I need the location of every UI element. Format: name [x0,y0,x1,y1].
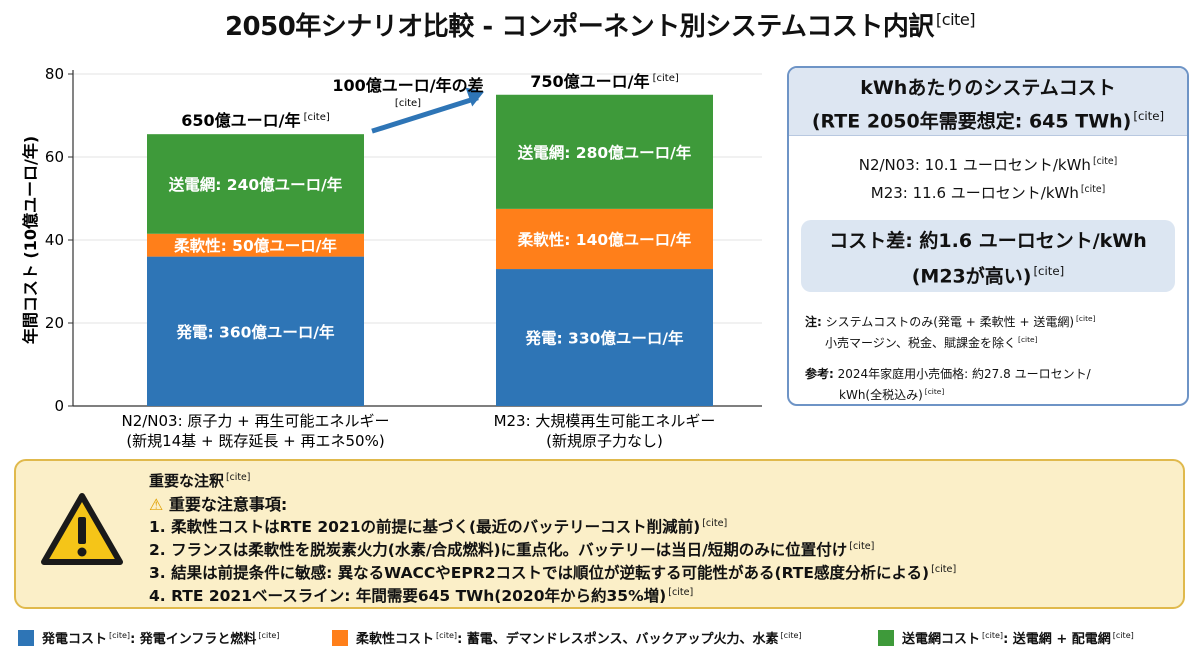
bar-data-label: 送電網: 280億ユーロ/年 [517,143,692,162]
bar-data-label: 送電網: 240億ユーロ/年 [168,175,343,194]
x-category-sublabel: (新規14基 + 既存延長 + 再エネ50%) [126,432,384,450]
cost-m23: M23: 11.6 ユーロセント/kWh [cite] [870,184,1106,202]
y-tick-label: 0 [54,397,64,415]
legend-swatch [18,630,34,646]
y-tick-label: 40 [45,231,64,249]
notes-subheading: ⚠ 重要な注意事項: [149,495,288,514]
y-axis-label: 年間コスト (10億ユーロ/年) [21,136,40,344]
y-tick-label: 60 [45,148,64,166]
info-panel-title-line1: kWhあたりのシステムコスト [860,77,1116,99]
x-category-sublabel: (新規原子力なし) [546,432,663,450]
y-tick-label: 80 [45,65,64,83]
bar-segment-grid [496,94,713,209]
system-cost-per-kwh-panel: kWhあたりのシステムコスト (RTE 2050年需要想定: 645 TWh)[… [787,66,1189,406]
bar-data-label: 柔軟性: 140億ユーロ/年 [518,230,692,249]
bar-data-label: 発電: 360億ユーロ/年 [175,322,335,341]
x-category-label: N2/N03: 原子力 + 再生可能エネルギー [121,412,389,430]
legend: 発電コスト [cite]: 発電インフラと燃料 [cite] 柔軟性コスト [cite… [18,624,1188,648]
small-warning-icon: ⚠ [149,495,164,514]
notes-heading: 重要な注釈 [cite] [149,472,251,490]
note-item: 2. フランスは柔軟性を脱炭素火力(水素/合成燃料)に重点化。バッテリーは当日/… [149,540,875,559]
cost-n2-n03: N2/N03: 10.1 ユーロセント/kWh [cite] [858,156,1118,174]
difference-label: 100億ユーロ/年の差 [332,76,483,95]
bar-segment-generation [147,256,364,406]
bar-segment-grid [147,134,364,234]
note-item: 3. 結果は前提条件に敏感: 異なるWACCやEPR2コストでは順位が逆転する可… [149,563,957,582]
reference-note: 参考: 2024年家庭用小売価格: 約27.8 ユーロセント/ kWh(全税込み… [805,367,1091,402]
page-title: 2050年シナリオ比較 - コンポーネント別システムコスト内訳 [cite] [224,10,976,42]
legend-swatch [332,630,348,646]
x-category-label: M23: 大規模再生可能エネルギー [494,412,716,430]
bar-segment-generation [496,269,713,406]
bar-data-label: 発電: 330億ユーロ/年 [524,329,684,348]
legend-item-grid: 送電網コスト [cite]: 送電網 + 配電網 [cite] [878,628,1134,647]
important-notes-box: 重要な注釈 [cite] ⚠ 重要な注意事項: 1. 柔軟性コストはRTE 202… [14,459,1185,609]
legend-swatch [878,630,894,646]
difference-arrow-head [465,87,484,107]
bar-total-label: 650億ユーロ/年 [cite] [181,111,330,130]
cost-difference-value: コスト差: 約1.6 ユーロセント/kWh [829,230,1147,252]
cost-difference-box: コスト差: 約1.6 ユーロセント/kWh (M23が高い) [cite] [801,220,1175,292]
bar-data-label: 柔軟性: 50億ユーロ/年 [174,236,337,255]
legend-item-flexibility: 柔軟性コスト [cite]: 蓄電、デマンドレスポンス、バックアップ火力、水素 [c… [332,628,802,647]
difference-arrow [371,95,479,134]
bar-segment-flexibility [147,233,364,257]
note-item: 4. RTE 2021ベースライン: 年間需要645 TWh(2020年から約3… [149,586,694,605]
scope-note: 注: システムコストのみ(発電 + 柔軟性 + 送電網) [cite] 小売マージ… [805,314,1096,350]
legend-item-generation: 発電コスト [cite]: 発電インフラと燃料 [cite] [18,628,279,647]
note-item: 1. 柔軟性コストはRTE 2021の前提に基づく(最近のバッテリーコスト削減前… [149,517,728,536]
info-panel-header: kWhあたりのシステムコスト (RTE 2050年需要想定: 645 TWh)[… [789,68,1187,136]
warning-icon [41,493,123,565]
bar-segment-flexibility [496,208,713,270]
cost-difference-note: (M23が高い) [cite] [911,264,1065,288]
bar-total-label: 750億ユーロ/年 [cite] [530,72,679,91]
info-panel-title-line2: (RTE 2050年需要想定: 645 TWh) [cite] [811,109,1165,133]
y-tick-label: 20 [45,314,64,332]
difference-cite: [cite] [395,98,421,109]
